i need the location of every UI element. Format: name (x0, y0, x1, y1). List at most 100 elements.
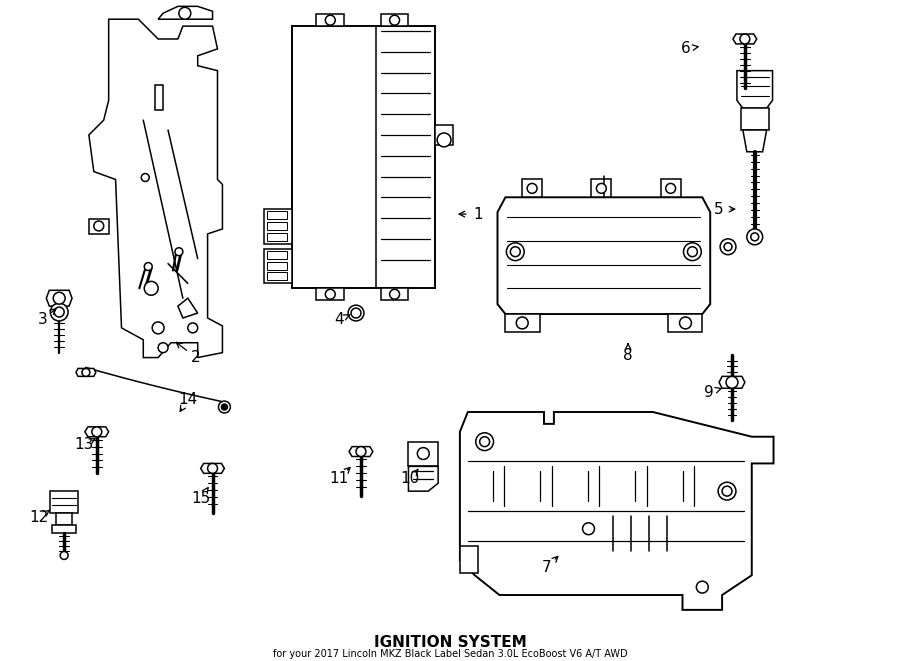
Bar (506, 314, 540, 332)
Polygon shape (349, 447, 373, 457)
Circle shape (221, 404, 228, 410)
Circle shape (144, 282, 158, 295)
Bar (50, 491, 78, 513)
Circle shape (60, 551, 68, 559)
Circle shape (720, 239, 736, 254)
Text: 9: 9 (705, 385, 714, 400)
Text: 2: 2 (191, 350, 201, 365)
Circle shape (325, 15, 335, 25)
Circle shape (726, 376, 738, 388)
Circle shape (666, 184, 676, 193)
Text: 13: 13 (74, 437, 94, 452)
Circle shape (325, 290, 335, 299)
Polygon shape (46, 290, 72, 306)
Polygon shape (460, 412, 773, 610)
Text: 14: 14 (178, 391, 197, 407)
Polygon shape (158, 7, 212, 19)
Circle shape (141, 174, 149, 182)
Bar (155, 85, 163, 110)
Circle shape (348, 305, 364, 321)
Bar (317, 288, 344, 300)
Circle shape (188, 323, 198, 333)
Polygon shape (89, 219, 109, 234)
Bar (267, 251, 287, 258)
Circle shape (751, 233, 759, 241)
Bar (267, 233, 287, 241)
Text: 11: 11 (329, 471, 349, 486)
Circle shape (208, 463, 218, 473)
Bar (267, 211, 287, 219)
Bar (741, 108, 769, 130)
Circle shape (597, 184, 607, 193)
Text: 7: 7 (542, 560, 552, 575)
Text: 10: 10 (400, 471, 420, 486)
Bar (750, 232, 760, 242)
Circle shape (82, 368, 90, 376)
Text: 3: 3 (38, 313, 47, 327)
Polygon shape (89, 19, 222, 358)
Circle shape (697, 581, 708, 593)
Text: IGNITION SYSTEM: IGNITION SYSTEM (374, 635, 526, 650)
Polygon shape (733, 34, 757, 44)
Circle shape (50, 303, 68, 321)
Circle shape (94, 221, 104, 231)
Polygon shape (201, 463, 224, 473)
Circle shape (54, 307, 64, 317)
Bar (381, 15, 409, 26)
Circle shape (582, 523, 595, 535)
Circle shape (722, 486, 732, 496)
Polygon shape (409, 467, 438, 491)
Circle shape (152, 322, 164, 334)
Circle shape (390, 290, 400, 299)
Bar (52, 525, 76, 533)
Circle shape (437, 133, 451, 147)
Bar (381, 288, 409, 300)
Circle shape (144, 262, 152, 270)
Text: 4: 4 (335, 313, 344, 327)
Bar (522, 180, 542, 197)
Circle shape (507, 243, 524, 260)
Circle shape (688, 247, 698, 256)
Bar (264, 209, 292, 244)
Text: for your 2017 Lincoln MKZ Black Label Sedan 3.0L EcoBoost V6 A/T AWD: for your 2017 Lincoln MKZ Black Label Se… (273, 649, 627, 660)
Polygon shape (498, 197, 710, 314)
Bar (267, 262, 287, 270)
Circle shape (175, 248, 183, 256)
Polygon shape (178, 298, 198, 318)
Bar (436, 125, 453, 145)
Polygon shape (719, 376, 745, 388)
Circle shape (179, 7, 191, 19)
Polygon shape (737, 71, 772, 108)
Circle shape (724, 243, 732, 251)
Bar (267, 272, 287, 280)
Text: 8: 8 (624, 348, 633, 363)
Circle shape (510, 247, 520, 256)
Circle shape (476, 433, 493, 451)
Bar (292, 26, 436, 288)
Circle shape (680, 317, 691, 329)
Circle shape (390, 15, 400, 25)
Circle shape (356, 447, 366, 457)
Bar (668, 314, 702, 332)
Circle shape (53, 292, 65, 304)
Text: 15: 15 (191, 490, 211, 506)
Circle shape (718, 483, 736, 500)
Bar (56, 513, 72, 525)
Bar (591, 180, 611, 197)
Bar (264, 249, 292, 284)
Circle shape (418, 447, 429, 459)
Circle shape (351, 308, 361, 318)
Polygon shape (742, 130, 767, 152)
Bar (460, 545, 478, 573)
Text: 6: 6 (680, 42, 690, 56)
Bar (267, 222, 287, 230)
Circle shape (219, 401, 230, 413)
Text: 1: 1 (472, 207, 482, 221)
Circle shape (92, 427, 102, 437)
Text: 5: 5 (715, 202, 724, 217)
Polygon shape (76, 368, 95, 376)
Circle shape (747, 229, 762, 245)
Text: 12: 12 (30, 510, 49, 525)
Circle shape (527, 184, 537, 193)
Polygon shape (85, 427, 109, 437)
